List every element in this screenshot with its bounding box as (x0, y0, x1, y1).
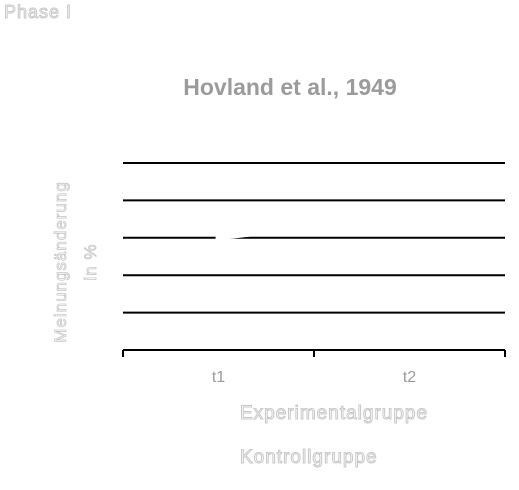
legend-item-experimentalgruppe: Experimentalgruppe (239, 403, 429, 425)
y-axis-label: Meinungsänderung in % (51, 181, 101, 343)
series-line-experimentalgruppe (218, 212, 410, 241)
legend-item-kontrollgruppe: Kontrollgruppe (239, 447, 378, 469)
y-axis-label-line-2: in % (81, 243, 100, 280)
data-point-experimentalgruppe-t2 (406, 212, 413, 219)
x-tick-label-t2: t2 (403, 369, 416, 386)
gridlines (123, 162, 505, 314)
phase-label: Phase I (3, 2, 73, 23)
series-layer (215, 212, 413, 267)
data-point-kontrollgruppe-t2 (406, 257, 413, 264)
series-line-kontrollgruppe (218, 257, 410, 267)
data-point-experimentalgruppe-t1 (215, 234, 222, 241)
chart-title: Hovland et al., 1949 (183, 74, 397, 100)
data-point-kontrollgruppe-t1 (215, 260, 222, 267)
x-tick-label-t1: t1 (212, 369, 225, 386)
legend: Experimentalgruppe Kontrollgruppe (239, 402, 429, 490)
x-axis (122, 349, 506, 357)
x-tick-labels: t1 t2 (212, 369, 416, 386)
y-axis-label-line-1: Meinungsänderung (51, 181, 70, 343)
